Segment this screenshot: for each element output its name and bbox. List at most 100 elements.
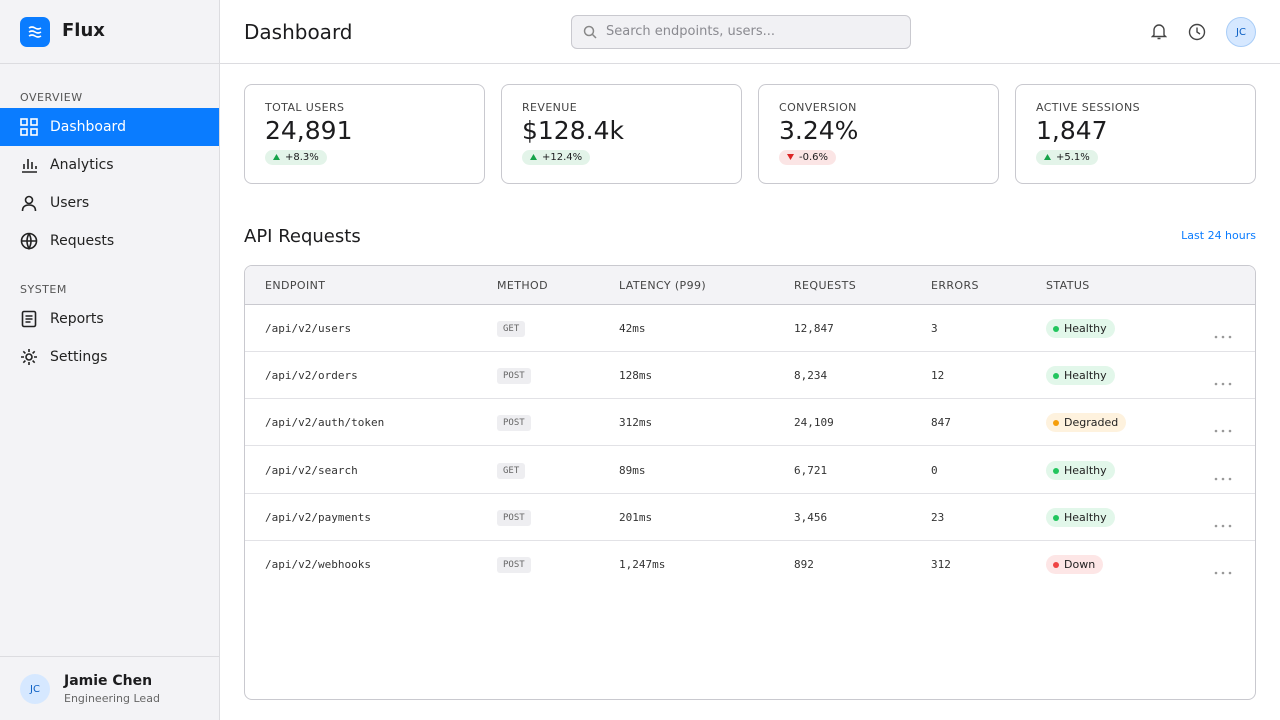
status-badge: Degraded (1046, 413, 1127, 433)
stat-card: CONVERSION 3.24% -0.6% (758, 84, 999, 184)
stat-card: TOTAL USERS 24,891 +8.3% (244, 84, 485, 184)
cell: 0 (931, 463, 938, 477)
row-actions[interactable] (1213, 514, 1233, 533)
cell: 3 (931, 322, 938, 335)
cell: 23 (931, 510, 945, 524)
stat-value: 3.24% (779, 116, 859, 145)
method-badge: POST (497, 509, 531, 526)
avatar[interactable]: JC (1226, 17, 1256, 47)
method-badge: GET (497, 462, 526, 479)
nav-label: Dashboard (50, 119, 126, 135)
status-dot (1053, 373, 1059, 380)
status-text: Healthy (1064, 463, 1107, 477)
nav-item[interactable]: Requests (0, 222, 219, 260)
nav-label: Reports (50, 311, 104, 327)
status-badge: Down (1046, 555, 1104, 574)
nav-item[interactable]: Settings (0, 338, 219, 376)
cell: /api/v2/auth/token (265, 416, 385, 430)
cell: /api/v2/users (265, 322, 352, 335)
brand-name: Flux (62, 20, 105, 41)
stat-delta: +12.4% (522, 149, 591, 165)
cell: 201ms (619, 510, 653, 524)
method-badge: GET (497, 321, 526, 337)
status-dot (1053, 326, 1059, 332)
cell: 12 (931, 369, 945, 383)
stat-label: REVENUE (522, 101, 578, 114)
delta-text: +8.3% (285, 151, 319, 163)
stat-card: ACTIVE SESSIONS 1,847 +5.1% (1015, 84, 1256, 184)
more-icon (1214, 571, 1232, 575)
nav-item[interactable]: Reports (0, 300, 219, 338)
cell: /api/v2/search (265, 463, 358, 477)
nav-item[interactable]: Analytics (0, 146, 219, 184)
search[interactable]: Search endpoints, users... (571, 15, 911, 49)
cell: 6,721 (794, 463, 828, 477)
nav: OVERVIEW Dashboard Analytics Users Reque… (0, 68, 219, 376)
stat-label: CONVERSION (779, 101, 857, 114)
stat-card: REVENUE $128.4k +12.4% (501, 84, 742, 184)
status-text: Healthy (1064, 369, 1107, 383)
nav-item[interactable]: Dashboard (0, 108, 219, 146)
table: ENDPOINT METHOD LATENCY (P99) REQUESTS ERROR… (244, 265, 1256, 700)
sidebar: Flux OVERVIEW Dashboard Analytics Users … (0, 0, 220, 720)
nav-item[interactable]: Users (0, 184, 219, 222)
cell: 24,109 (794, 416, 834, 430)
cell: 847 (931, 416, 951, 430)
user-role: Engineering Lead (64, 692, 160, 705)
status-badge: Healthy (1046, 460, 1115, 480)
column-header: STATUS (1046, 279, 1090, 292)
table-row: /api/v2/orders POST 128ms 8,234 12 Healthy (245, 352, 1255, 400)
delta-text: +12.4% (542, 151, 583, 163)
user-name: Jamie Chen (64, 673, 153, 689)
cell: 128ms (619, 369, 653, 383)
delta-text: -0.6% (799, 151, 829, 163)
row-actions[interactable] (1213, 325, 1233, 344)
range-link[interactable]: Last 24 hours (1181, 229, 1256, 242)
status-dot (1053, 514, 1059, 521)
column-header: REQUESTS (794, 279, 857, 292)
cell: 12,847 (794, 322, 834, 335)
nav-label: Settings (50, 349, 108, 365)
more-icon (1214, 382, 1232, 386)
notifications[interactable] (1151, 23, 1167, 40)
page-title: Dashboard (244, 20, 353, 44)
status-text: Down (1064, 558, 1096, 571)
delta-text: +5.1% (1056, 151, 1090, 163)
stat-delta: +5.1% (1036, 149, 1098, 165)
cell: 892 (794, 558, 814, 571)
logo (20, 17, 50, 47)
column-header: ENDPOINT (265, 279, 326, 292)
column-header: METHOD (497, 279, 548, 292)
cell: /api/v2/webhooks (265, 558, 371, 571)
column-header: LATENCY (P99) (619, 279, 707, 292)
nav-label: Users (50, 195, 90, 211)
table-row: /api/v2/search GET 89ms 6,721 0 Healthy (245, 447, 1255, 494)
more-icon (1214, 335, 1232, 339)
method-badge: POST (497, 557, 531, 573)
trend-arrow (273, 154, 280, 160)
more-icon (1214, 524, 1232, 528)
cell: 89ms (619, 463, 646, 477)
row-actions[interactable] (1213, 467, 1233, 486)
table-row: /api/v2/webhooks POST 1,247ms 892 312 Down (245, 541, 1255, 588)
stat-delta: +8.3% (265, 149, 327, 165)
status-dot (1053, 562, 1059, 568)
status-dot (1053, 420, 1059, 427)
row-actions[interactable] (1213, 561, 1233, 580)
status-badge: Healthy (1046, 366, 1115, 386)
header: Dashboard Search endpoints, users... JC (220, 0, 1280, 64)
stat-label: TOTAL USERS (265, 101, 345, 114)
stat-value: $128.4k (522, 116, 624, 145)
cell: /api/v2/orders (265, 369, 358, 383)
table-row: /api/v2/users GET 42ms 12,847 3 Healthy (245, 305, 1255, 352)
row-actions[interactable] (1213, 372, 1233, 391)
status-text: Healthy (1064, 322, 1107, 335)
trend-arrow (530, 154, 537, 160)
stat-value: 24,891 (265, 116, 353, 145)
row-actions[interactable] (1213, 419, 1233, 438)
cell: 312ms (619, 416, 653, 430)
table-row: /api/v2/payments POST 201ms 3,456 23 Healthy (245, 494, 1255, 541)
history[interactable] (1188, 23, 1206, 41)
column-header: ERRORS (931, 279, 979, 292)
